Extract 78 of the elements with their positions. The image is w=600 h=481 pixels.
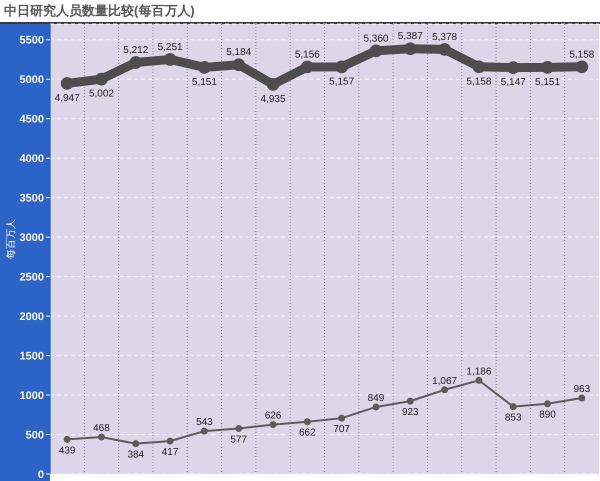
data-label: 626: [264, 410, 282, 422]
data-label: 5,156: [294, 49, 320, 60]
y-tick-label: 5000: [20, 74, 44, 86]
data-label: 4,935: [260, 94, 286, 105]
data-label: 853: [504, 412, 522, 424]
point: [300, 60, 314, 74]
data-label: 1,067: [432, 376, 458, 387]
data-label: 5,151: [535, 76, 560, 88]
point: [132, 440, 140, 448]
point: [198, 60, 211, 74]
point: [98, 434, 105, 441]
point: [510, 403, 517, 410]
y-tick-label: 2500: [20, 272, 44, 284]
point: [372, 403, 380, 410]
point: [64, 436, 71, 443]
data-label: 5,184: [226, 47, 252, 58]
data-label: 384: [127, 450, 145, 461]
y-tick-label: 1000: [20, 390, 44, 402]
chart-title: 中日研究人员数量比较(每百万人): [4, 2, 195, 20]
y-tick-label: 1500: [20, 350, 44, 362]
point: [472, 60, 486, 74]
data-label: 5,251: [158, 42, 184, 53]
point: [370, 44, 382, 58]
y-tick-label: 3500: [20, 192, 44, 205]
data-label: 5,212: [123, 45, 149, 56]
point: [129, 56, 142, 69]
data-label: 662: [299, 428, 316, 439]
point: [60, 77, 74, 90]
point: [406, 398, 414, 405]
point: [338, 414, 346, 422]
point: [266, 78, 280, 91]
y-axis-title: 每百万人: [4, 219, 16, 259]
data-label: 707: [333, 424, 350, 436]
point: [200, 428, 208, 435]
data-label: 963: [574, 384, 591, 395]
data-label: 5,151: [192, 76, 218, 88]
y-tick-label: 3000: [20, 232, 44, 244]
data-label: 5,158: [569, 49, 595, 60]
data-label: 5,378: [432, 32, 458, 43]
point: [335, 60, 348, 74]
point: [404, 42, 417, 56]
point: [475, 376, 482, 384]
y-tick-label: 4500: [20, 114, 44, 126]
data-label: 849: [368, 392, 385, 404]
point: [164, 53, 176, 66]
point: [506, 61, 520, 74]
data-label: 543: [196, 417, 214, 428]
point: [441, 386, 448, 394]
point: [578, 394, 586, 402]
data-label: 5,158: [466, 76, 492, 88]
y-tick-label: 2000: [20, 311, 44, 324]
point: [544, 400, 552, 408]
point: [541, 60, 554, 74]
point: [304, 418, 311, 426]
y-tick-label: 0: [38, 468, 44, 481]
data-label: 890: [539, 410, 556, 421]
data-label: 5,387: [398, 31, 424, 42]
data-label: 1,186: [466, 366, 492, 378]
data-label: 439: [58, 445, 76, 456]
point: [575, 60, 588, 74]
data-label: 417: [162, 447, 179, 458]
data-label: 5,360: [363, 33, 389, 44]
data-label: 5,147: [500, 77, 526, 88]
y-tick-label: 4000: [20, 153, 44, 166]
data-label: 4,947: [54, 92, 80, 104]
data-label: 468: [93, 423, 110, 434]
point: [438, 43, 451, 56]
data-label: 923: [402, 407, 420, 418]
y-tick-label: 500: [26, 429, 44, 442]
y-tick-label: 5500: [20, 34, 44, 47]
point: [270, 421, 277, 428]
data-label: 5,002: [88, 88, 114, 100]
point: [232, 58, 246, 72]
point: [95, 72, 108, 86]
point: [166, 438, 174, 445]
point: [235, 424, 242, 432]
data-label: 577: [230, 434, 248, 446]
data-label: 5,157: [329, 76, 355, 88]
